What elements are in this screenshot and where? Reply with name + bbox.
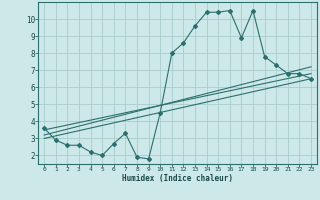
X-axis label: Humidex (Indice chaleur): Humidex (Indice chaleur) xyxy=(122,174,233,183)
